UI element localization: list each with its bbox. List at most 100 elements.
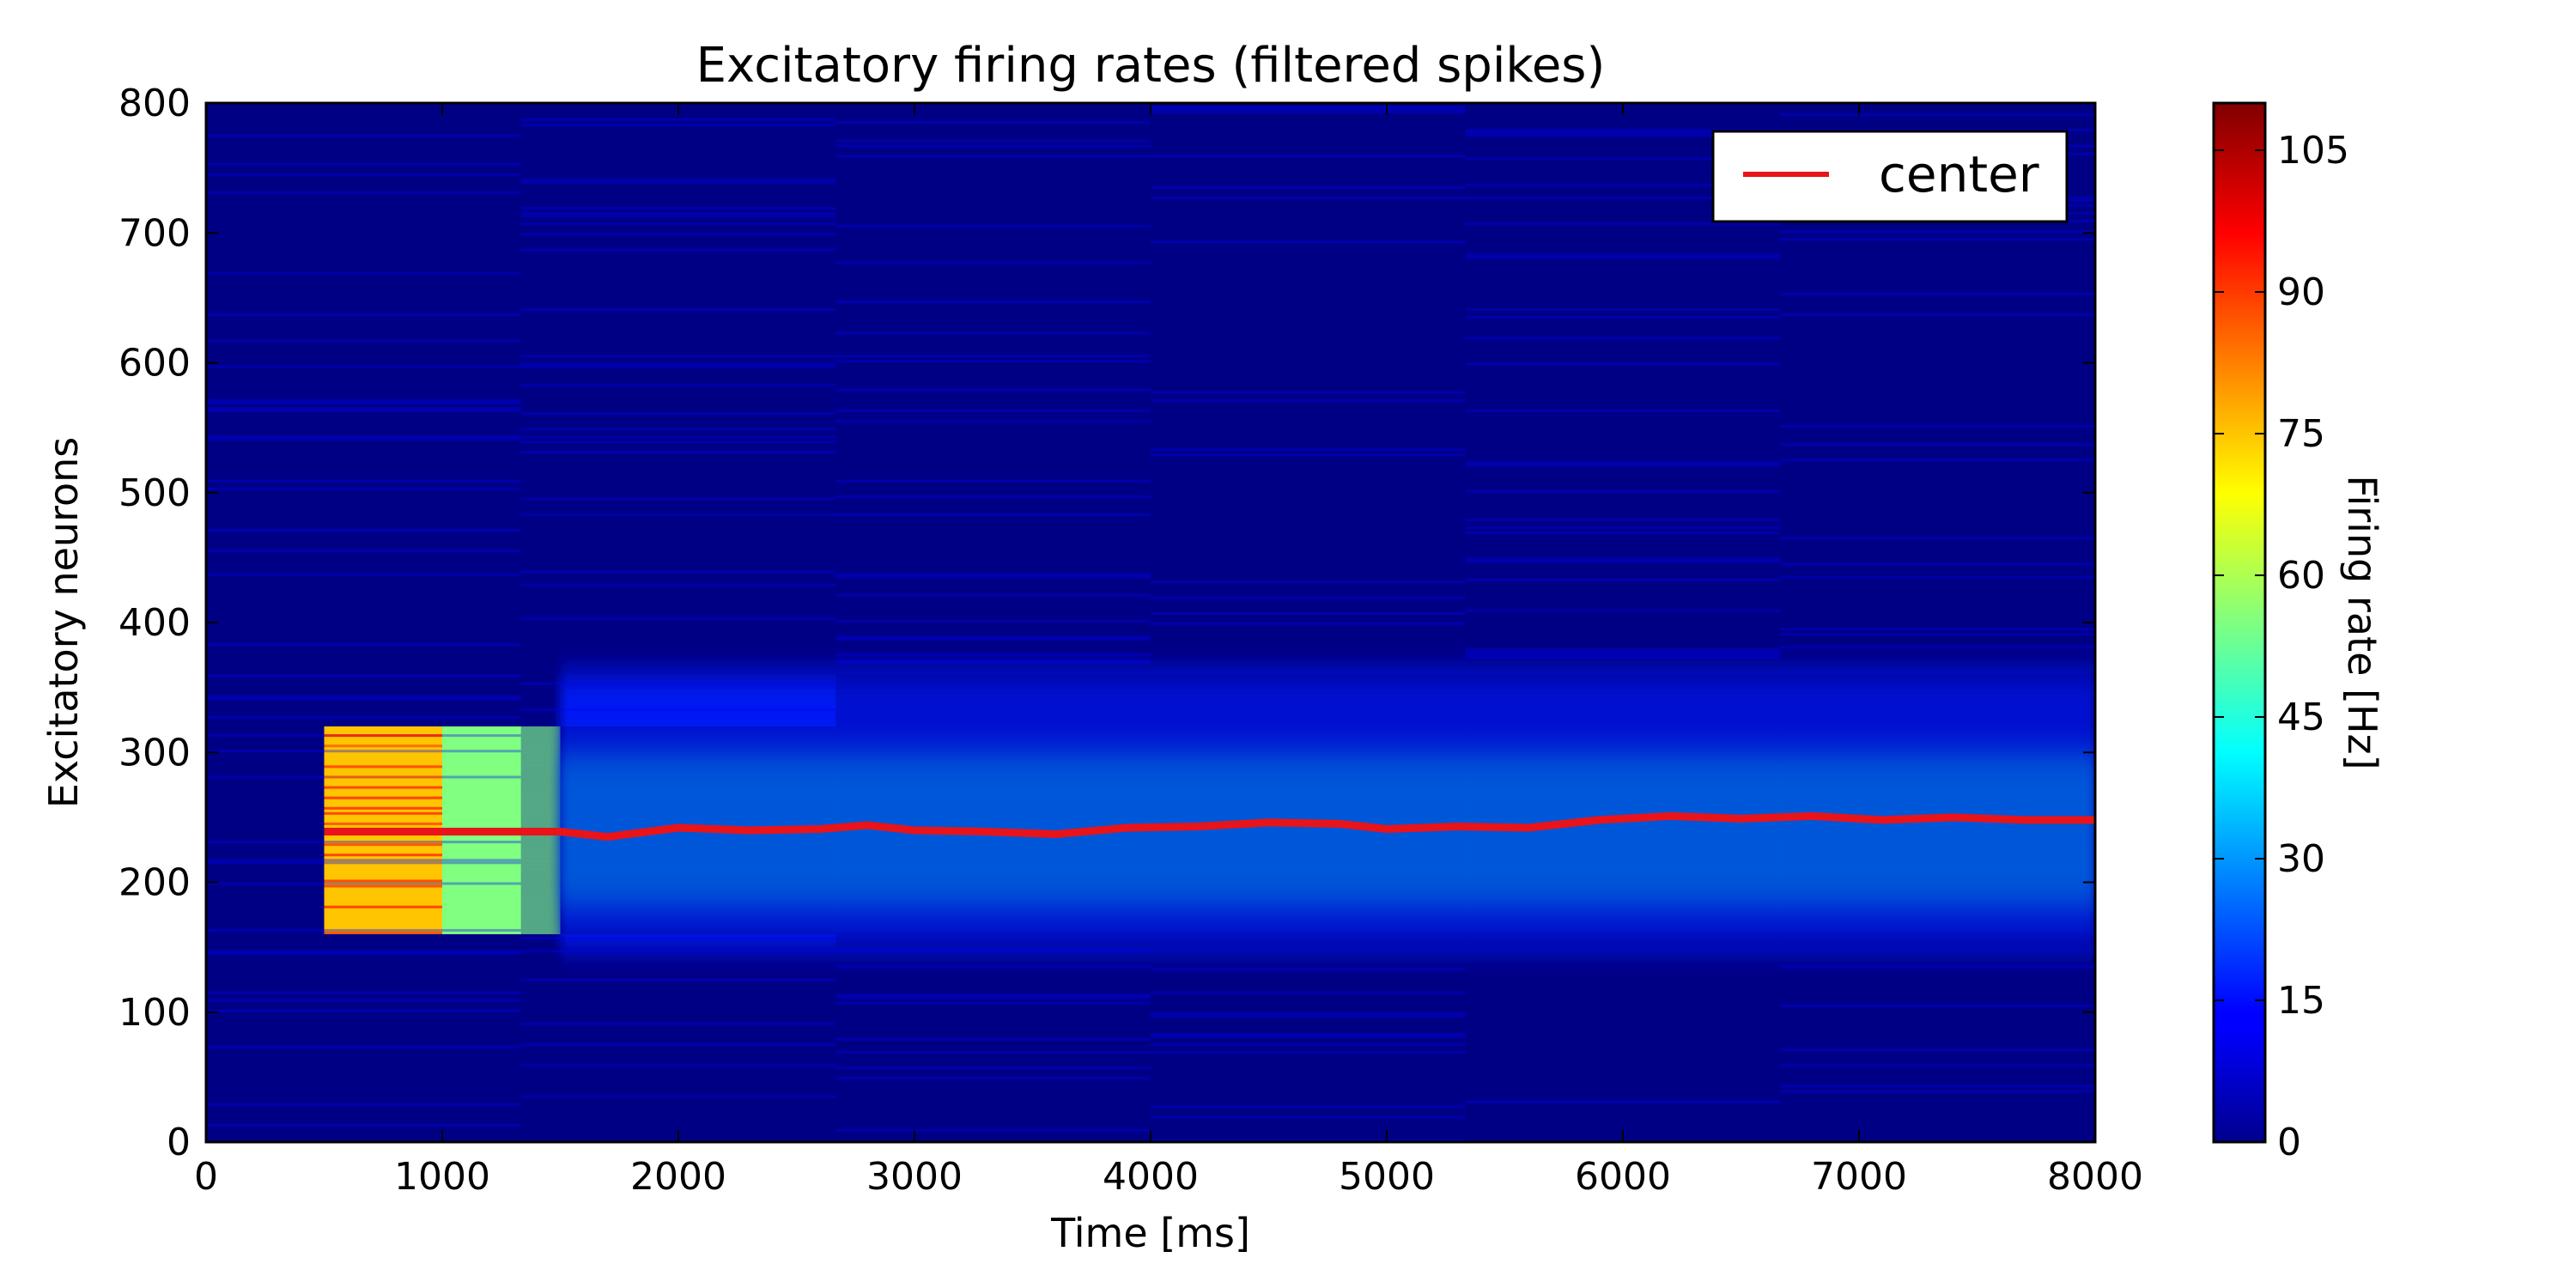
neuron-stripe [520, 513, 836, 516]
neuron-stripe [1465, 869, 1781, 872]
neuron-stripe [324, 879, 442, 883]
neuron-stripe [835, 575, 1151, 579]
neuron-stripe [520, 233, 836, 236]
neuron-stripe [1780, 838, 2095, 841]
neuron-stripe [1780, 913, 2095, 916]
neuron-stripe [1780, 690, 2095, 693]
neuron-stripe [1151, 928, 1466, 932]
neuron-stripe [1780, 781, 2095, 784]
neuron-stripe [520, 843, 836, 847]
y-tick-label: 700 [118, 211, 191, 255]
neuron-stripe [520, 768, 836, 771]
neuron-stripe [835, 841, 1151, 844]
neuron-stripe [206, 550, 521, 553]
neuron-stripe [835, 765, 1151, 769]
neuron-stripe [1780, 238, 2095, 241]
neuron-stripe [1151, 1051, 1466, 1054]
neuron-stripe [1151, 1014, 1466, 1018]
neuron-stripe [1151, 611, 1466, 615]
neuron-stripe [1151, 991, 1466, 994]
neuron-stripe [520, 859, 836, 862]
neuron-stripe [520, 793, 836, 797]
neuron-stripe [835, 729, 1151, 732]
neuron-stripe [1465, 734, 1781, 738]
neuron-stripe [1151, 801, 1466, 805]
neuron-stripe [1465, 770, 1781, 774]
neuron-stripe [835, 934, 1151, 938]
neuron-stripe [1780, 1048, 2095, 1052]
neuron-stripe [835, 809, 1151, 812]
neuron-stripe [835, 993, 1151, 997]
neuron-stripe [1780, 864, 2095, 867]
neuron-stripe [1465, 945, 1781, 948]
neuron-stripe [1465, 786, 1781, 789]
neuron-stripe [1780, 915, 2095, 919]
neuron-stripe [324, 884, 442, 888]
neuron-stripe [324, 806, 442, 810]
neuron-stripe [1465, 809, 1781, 812]
neuron-stripe [835, 884, 1151, 888]
neuron-stripe [1151, 580, 1466, 584]
neuron-stripe [1780, 697, 2095, 701]
neuron-stripe [1465, 908, 1781, 911]
neuron-stripe [520, 1022, 836, 1025]
neuron-stripe [520, 804, 836, 807]
neuron-stripe [1465, 726, 1781, 730]
neuron-stripe [1780, 920, 2095, 924]
neuron-stripe [835, 939, 1151, 943]
neuron-stripe [1780, 734, 2095, 738]
neuron-stripe [835, 851, 1151, 854]
y-tick-label: 800 [118, 82, 191, 125]
neuron-stripe [1151, 939, 1466, 943]
neuron-stripe [1465, 362, 1781, 366]
neuron-stripe [835, 713, 1151, 716]
neuron-stripe [835, 866, 1151, 870]
neuron-stripe [835, 420, 1151, 423]
neuron-stripe [520, 861, 836, 865]
neuron-stripe [835, 155, 1151, 158]
neuron-stripe [520, 928, 836, 932]
neuron-stripe [835, 937, 1151, 940]
neuron-stripe [520, 915, 836, 919]
neuron-stripe [1780, 682, 2095, 685]
neuron-stripe [520, 570, 836, 574]
neuron-stripe [1780, 313, 2095, 317]
neuron-stripe [1151, 833, 1466, 836]
neuron-stripe [835, 814, 1151, 817]
neuron-stripe [1465, 723, 1781, 726]
neuron-stripe [520, 908, 836, 911]
neuron-stripe [520, 362, 836, 366]
neuron-stripe [1780, 786, 2095, 789]
neuron-stripe [1780, 937, 2095, 940]
neuron-stripe [1780, 900, 2095, 903]
neuron-stripe [1780, 775, 2095, 779]
neuron-stripe [1465, 848, 1781, 852]
neuron-stripe [1151, 1105, 1466, 1109]
neuron-stripe [1151, 692, 1466, 696]
neuron-stripe [835, 702, 1151, 706]
neuron-stripe [835, 945, 1151, 948]
colorbar-tick-label: 90 [2277, 270, 2325, 314]
neuron-stripe [835, 692, 1151, 696]
neuron-stripe [1780, 739, 2095, 743]
neuron-stripe [520, 879, 836, 883]
neuron-stripe [1465, 656, 1781, 659]
neuron-stripe [1465, 532, 1781, 535]
neuron-stripe [1780, 713, 2095, 716]
neuron-stripe [1151, 884, 1466, 888]
neuron-stripe [1780, 783, 2095, 787]
x-tick-label: 6000 [1575, 1155, 1671, 1199]
y-tick-label: 400 [118, 601, 191, 645]
neuron-stripe [1465, 737, 1781, 740]
neuron-stripe [835, 799, 1151, 802]
neuron-stripe [1151, 926, 1466, 929]
x-tick-label: 2000 [630, 1155, 726, 1199]
neuron-stripe [835, 796, 1151, 799]
neuron-stripe [1151, 739, 1466, 743]
neuron-stripe [1780, 804, 2095, 807]
neuron-stripe [1151, 804, 1466, 807]
neuron-stripe [1465, 750, 1781, 753]
neuron-stripe [1151, 864, 1466, 867]
neuron-stripe [1780, 778, 2095, 781]
neuron-stripe [1780, 806, 2095, 810]
